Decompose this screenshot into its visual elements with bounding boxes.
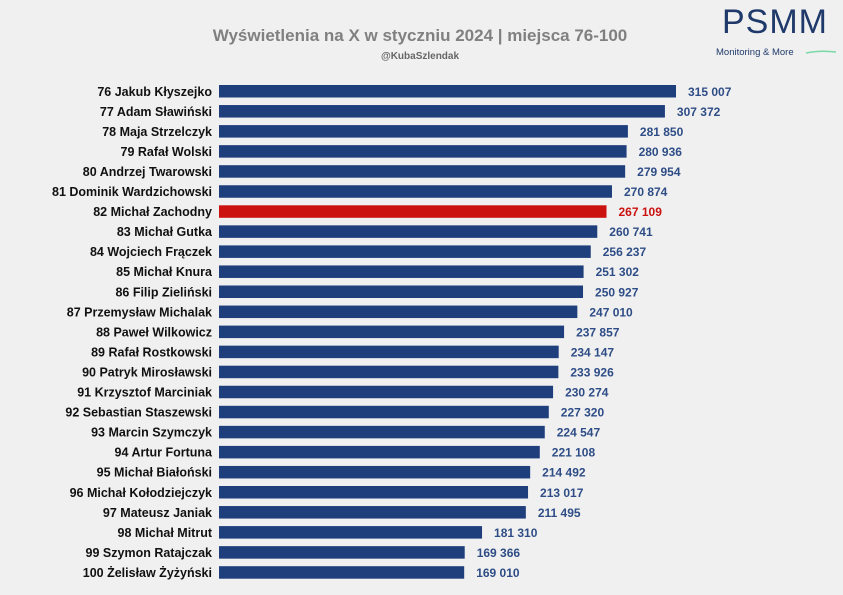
bar	[219, 526, 483, 539]
bar	[219, 185, 612, 198]
psmm-logo: PSMM Monitoring & More	[716, 3, 837, 58]
logo-swoosh-icon	[805, 50, 837, 54]
category-label: 96 Michał Kołodziejczyk	[70, 486, 212, 500]
bar	[219, 125, 628, 138]
category-label: 78 Maja Strzelczyk	[102, 125, 212, 139]
bar	[219, 345, 559, 359]
value-label: 233 926	[570, 365, 614, 379]
value-label: 315 007	[688, 85, 732, 99]
value-label: 221 108	[552, 446, 596, 460]
category-label: 82 Michał Zachodny	[93, 205, 212, 219]
bar	[219, 566, 465, 579]
bar	[219, 105, 665, 118]
value-label: 251 302	[596, 265, 640, 279]
value-label: 250 927	[595, 285, 639, 299]
value-label: 181 310	[494, 526, 538, 540]
value-label: 247 010	[589, 305, 633, 319]
chart-title: Wyświetlenia na X w styczniu 2024 | miej…	[213, 26, 628, 45]
logo-wordmark: PSMM	[722, 3, 828, 41]
category-label: 93 Marcin Szymczyk	[91, 426, 212, 440]
bar	[219, 385, 554, 399]
category-label: 99 Szymon Ratajczak	[86, 546, 212, 560]
bar	[219, 425, 545, 439]
category-label: 98 Michał Mitrut	[118, 526, 213, 540]
bar	[219, 225, 598, 238]
value-label: 169 366	[477, 546, 521, 560]
value-label: 211 495	[538, 506, 581, 520]
bar	[219, 245, 591, 258]
bar	[219, 486, 529, 499]
logo-tagline: Monitoring & More	[716, 47, 794, 58]
category-label: 77 Adam Sławiński	[100, 105, 212, 119]
bar	[219, 325, 565, 339]
value-label: 307 372	[677, 105, 721, 119]
category-label: 88 Paweł Wilkowicz	[96, 325, 212, 339]
bar	[219, 165, 626, 178]
bar	[219, 265, 584, 278]
category-label: 100 Żelisław Żyżyński	[83, 565, 212, 580]
value-label: 270 874	[624, 185, 668, 199]
category-label: 84 Wojciech Frączek	[90, 245, 212, 259]
value-label: 267 109	[619, 205, 663, 219]
value-label: 214 492	[542, 466, 586, 480]
bar	[219, 285, 584, 298]
value-label: 230 274	[565, 386, 609, 400]
category-label: 89 Rafał Rostkowski	[91, 345, 212, 359]
category-label: 79 Rafał Wolski	[121, 145, 212, 159]
value-label: 227 320	[561, 406, 605, 420]
category-label: 80 Andrzej Twarowski	[83, 165, 212, 179]
bar	[219, 205, 607, 218]
value-label: 280 936	[639, 145, 683, 159]
category-label: 81 Dominik Wardzichowski	[52, 185, 212, 199]
category-label: 87 Przemysław Michalak	[67, 305, 212, 319]
category-label: 76 Jakub Kłyszejko	[97, 85, 212, 99]
category-label: 86 Filip Zieliński	[115, 285, 212, 299]
bar	[219, 305, 578, 319]
value-label: 260 741	[609, 225, 653, 239]
value-label: 237 857	[576, 325, 620, 339]
bar	[219, 465, 531, 479]
category-label: 92 Sebastian Staszewski	[65, 406, 212, 420]
bar	[219, 365, 559, 379]
bar	[219, 405, 549, 419]
value-label: 234 147	[571, 345, 615, 359]
bar	[219, 145, 627, 158]
bars-group: 76 Jakub Kłyszejko 315 007 77 Adam Sławińs…	[52, 85, 732, 580]
value-label: 169 010	[476, 566, 520, 580]
bar	[219, 506, 526, 519]
value-label: 256 237	[603, 245, 647, 259]
category-label: 94 Artur Fortuna	[115, 446, 214, 460]
category-label: 91 Krzysztof Marciniak	[77, 386, 212, 400]
value-label: 213 017	[540, 486, 584, 500]
category-label: 85 Michał Knura	[116, 265, 213, 279]
category-label: 95 Michał Białoński	[97, 466, 212, 480]
value-label: 281 850	[640, 125, 684, 139]
value-label: 279 954	[637, 165, 681, 179]
category-label: 97 Mateusz Janiak	[103, 506, 212, 520]
value-label: 224 547	[557, 426, 601, 440]
category-label: 90 Patryk Mirosławski	[82, 365, 212, 379]
category-label: 83 Michał Gutka	[117, 225, 213, 239]
bar	[219, 445, 540, 459]
bar	[219, 546, 465, 559]
chart-subtitle: @KubaSzlendak	[381, 51, 460, 62]
bar	[219, 85, 676, 98]
